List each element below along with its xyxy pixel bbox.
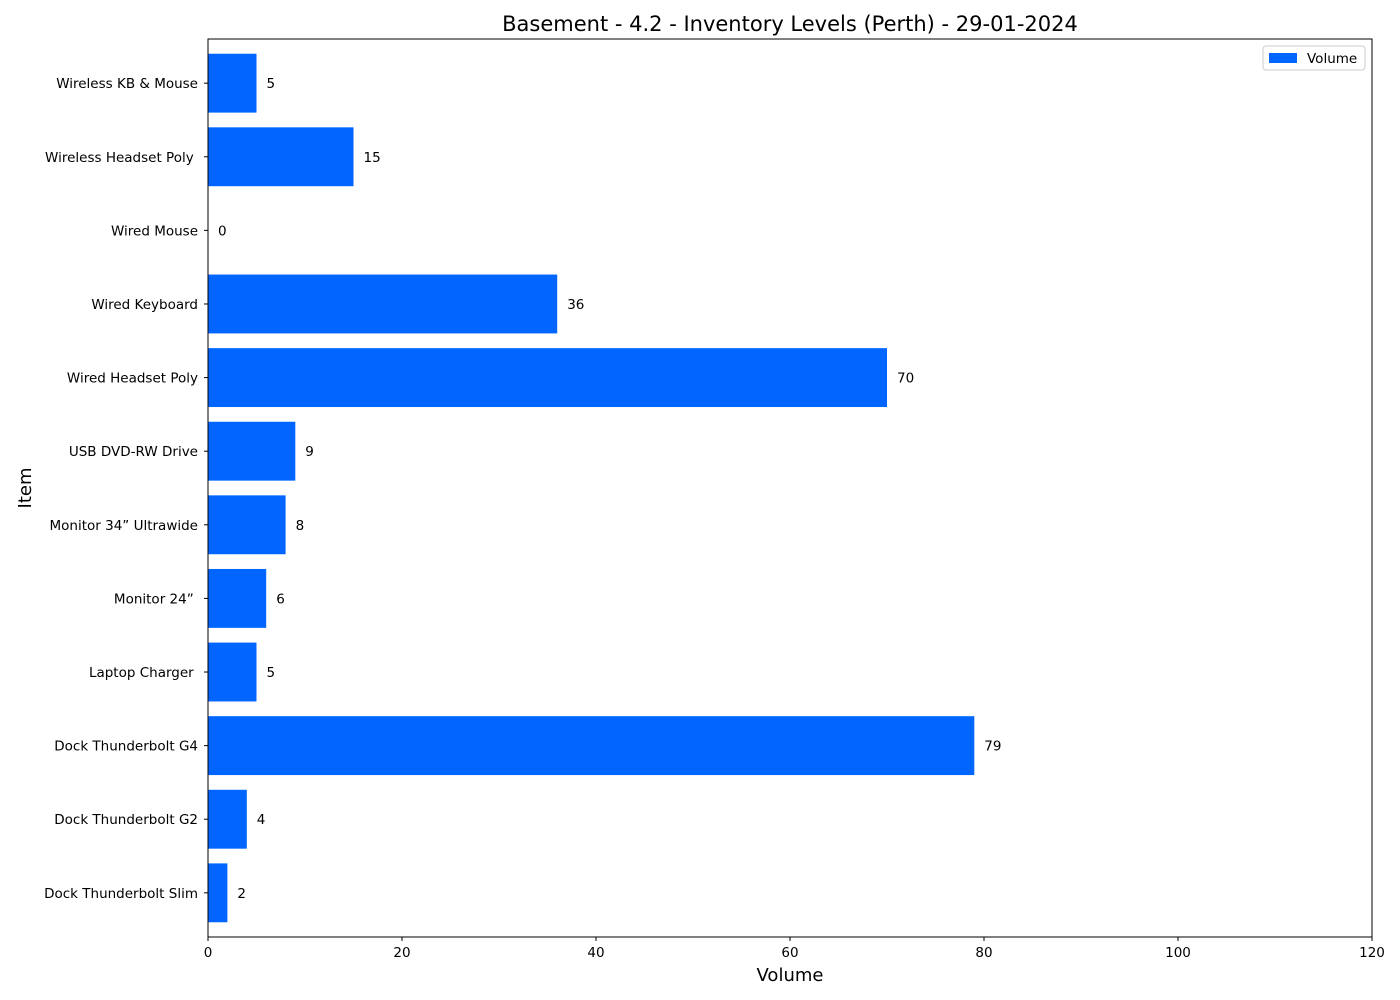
- plot-frame: [207, 38, 1373, 938]
- x-tick-label-0: 0: [204, 945, 213, 961]
- y-axis-label: Item: [15, 468, 36, 509]
- bar-value-label-5: 8: [296, 518, 305, 534]
- legend-box: [1262, 45, 1366, 71]
- bar-value-label-8: 36: [567, 297, 584, 313]
- y-tick-label-10: Wireless Headset Poly: [45, 150, 198, 166]
- bars-group: 2 4 79 5 6 8 9 70 36 0 15 5: [208, 53, 1001, 923]
- bar-4: [208, 568, 267, 628]
- bar-11: [208, 53, 257, 113]
- bar-value-label-2: 79: [984, 739, 1001, 755]
- bar-value-label-0: 2: [237, 886, 246, 902]
- y-tick-label-0: Dock Thunderbolt Slim: [44, 886, 198, 902]
- bar-value-label-4: 6: [276, 591, 285, 607]
- bar-value-label-9: 0: [218, 223, 227, 239]
- bar-6: [208, 421, 296, 481]
- y-axis-ticks: Dock Thunderbolt Slim Dock Thunderbolt G2…: [44, 76, 208, 902]
- y-tick-label-3: Laptop Charger: [89, 665, 198, 681]
- bar-7: [208, 348, 887, 408]
- x-tick-label-4: 80: [975, 945, 992, 961]
- y-tick-label-9: Wired Mouse: [111, 223, 198, 239]
- bar-8: [208, 274, 558, 334]
- bar-3: [208, 642, 257, 702]
- y-tick-label-11: Wireless KB & Mouse: [56, 76, 198, 92]
- y-tick-label-2: Dock Thunderbolt G4: [54, 739, 198, 755]
- y-tick-label-1: Dock Thunderbolt G2: [54, 812, 198, 828]
- legend: Volume: [1262, 45, 1366, 71]
- bar-value-label-10: 15: [364, 150, 381, 166]
- legend-label: Volume: [1307, 51, 1357, 67]
- y-tick-label-7: Wired Headset Poly: [67, 371, 198, 387]
- x-tick-label-6: 120: [1359, 945, 1385, 961]
- y-tick-label-8: Wired Keyboard: [91, 297, 198, 313]
- bar-value-label-7: 70: [897, 371, 914, 387]
- x-axis-ticks: 0 20 40 60 80 100 120: [204, 937, 1385, 961]
- bar-2: [208, 716, 975, 776]
- x-axis-label: Volume: [757, 965, 824, 986]
- x-tick-label-5: 100: [1165, 945, 1191, 961]
- bar-value-label-1: 4: [257, 812, 266, 828]
- legend-swatch: [1269, 53, 1297, 63]
- bar-1: [208, 789, 247, 849]
- chart-title: Basement - 4.2 - Inventory Levels (Perth…: [502, 12, 1078, 36]
- bar-value-label-3: 5: [267, 665, 276, 681]
- x-tick-label-1: 20: [393, 945, 410, 961]
- x-tick-label-2: 40: [587, 945, 604, 961]
- x-tick-label-3: 60: [781, 945, 798, 961]
- y-tick-label-5: Monitor 34” Ultrawide: [50, 518, 199, 534]
- y-tick-label-4: Monitor 24”: [114, 591, 198, 607]
- bar-5: [208, 495, 286, 555]
- bar-value-label-6: 9: [305, 444, 314, 460]
- bar-0: [208, 863, 228, 923]
- bar-value-label-11: 5: [267, 76, 276, 92]
- y-tick-label-6: USB DVD-RW Drive: [69, 444, 198, 460]
- bar-10: [208, 127, 354, 187]
